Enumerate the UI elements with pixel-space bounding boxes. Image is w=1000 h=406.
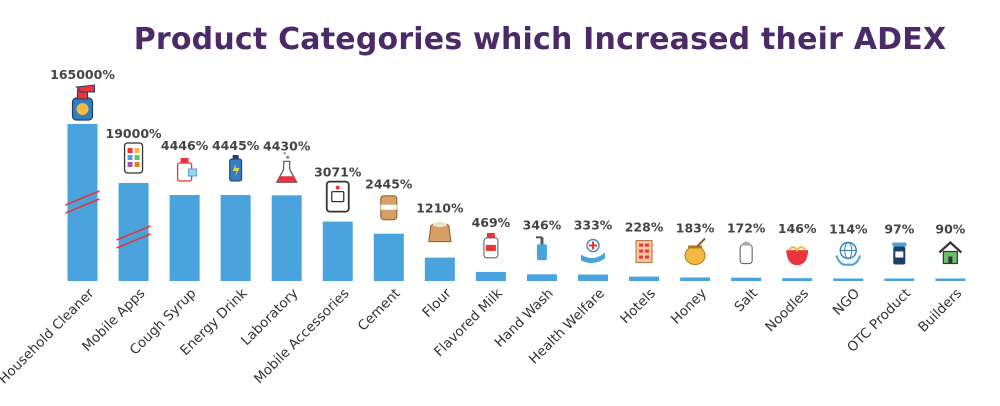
axis-break-mark — [65, 198, 100, 214]
noodle-bowl-icon — [786, 246, 809, 266]
value-label: 1210% — [416, 201, 464, 216]
category-label: Mobile Accessories — [251, 286, 353, 388]
bar — [526, 274, 557, 281]
bar — [782, 278, 813, 281]
axis-break-mark — [65, 190, 100, 206]
value-label: 346% — [523, 217, 562, 232]
axis-break-mark — [116, 233, 151, 249]
category-label: NGO — [830, 286, 863, 319]
value-label: 333% — [574, 218, 613, 233]
category-label: Builders — [915, 286, 965, 336]
honey-pot-icon — [684, 237, 706, 265]
value-label: 228% — [625, 220, 664, 235]
category-label: Cement — [355, 286, 404, 335]
syrup-bottle-icon — [176, 158, 198, 182]
value-label: 146% — [778, 221, 817, 236]
house-icon — [938, 241, 963, 265]
value-label: 97% — [884, 222, 914, 237]
hotel-building-icon — [635, 240, 653, 264]
value-label: 4430% — [263, 138, 311, 153]
value-label: 3071% — [314, 165, 362, 180]
phone-accessory-icon — [325, 180, 350, 213]
lab-flask-icon — [275, 152, 298, 183]
value-label: 114% — [829, 222, 868, 237]
axis-break-mark — [116, 225, 151, 241]
bar — [271, 195, 302, 281]
bar — [118, 183, 149, 281]
category-label: Noodles — [762, 286, 812, 336]
bar — [833, 278, 864, 281]
smartphone-apps-icon — [123, 142, 144, 174]
chart-title: Product Categories which Increased their… — [133, 22, 947, 57]
bar — [935, 278, 966, 281]
medicine-jar-icon — [892, 242, 907, 265]
value-label: 4445% — [212, 138, 260, 153]
spray-bottle-icon — [71, 84, 95, 121]
bar — [680, 277, 711, 281]
bar — [424, 257, 455, 281]
category-label: Hotels — [617, 286, 659, 328]
bar — [629, 276, 660, 281]
value-label: 165000% — [50, 67, 115, 82]
value-label: 183% — [676, 220, 715, 235]
category-label: Flour — [419, 285, 455, 321]
bar — [169, 195, 200, 281]
milk-bottle-icon — [483, 232, 499, 259]
bar — [220, 195, 251, 281]
value-label: 19000% — [106, 126, 162, 141]
health-hand-icon — [581, 238, 605, 264]
energy-drink-can-icon — [229, 155, 243, 182]
bar — [475, 271, 506, 281]
bar — [578, 274, 608, 281]
category-label: Honey — [668, 286, 710, 328]
bar — [731, 277, 762, 281]
bar — [884, 278, 915, 281]
flour-sack-icon — [428, 222, 452, 243]
value-label: 4446% — [161, 138, 209, 153]
salt-shaker-icon — [739, 241, 753, 265]
value-label: 469% — [472, 215, 511, 230]
value-label: 172% — [727, 221, 766, 236]
cement-bag-icon — [380, 195, 398, 221]
value-label: 90% — [935, 222, 965, 237]
globe-hands-icon — [835, 241, 862, 266]
category-label: Salt — [731, 286, 761, 316]
category-label: Household Cleaner — [0, 285, 98, 387]
bar — [373, 233, 404, 281]
bar — [322, 221, 353, 281]
value-label: 2445% — [365, 177, 413, 192]
hand-wash-dispenser-icon — [535, 236, 547, 261]
